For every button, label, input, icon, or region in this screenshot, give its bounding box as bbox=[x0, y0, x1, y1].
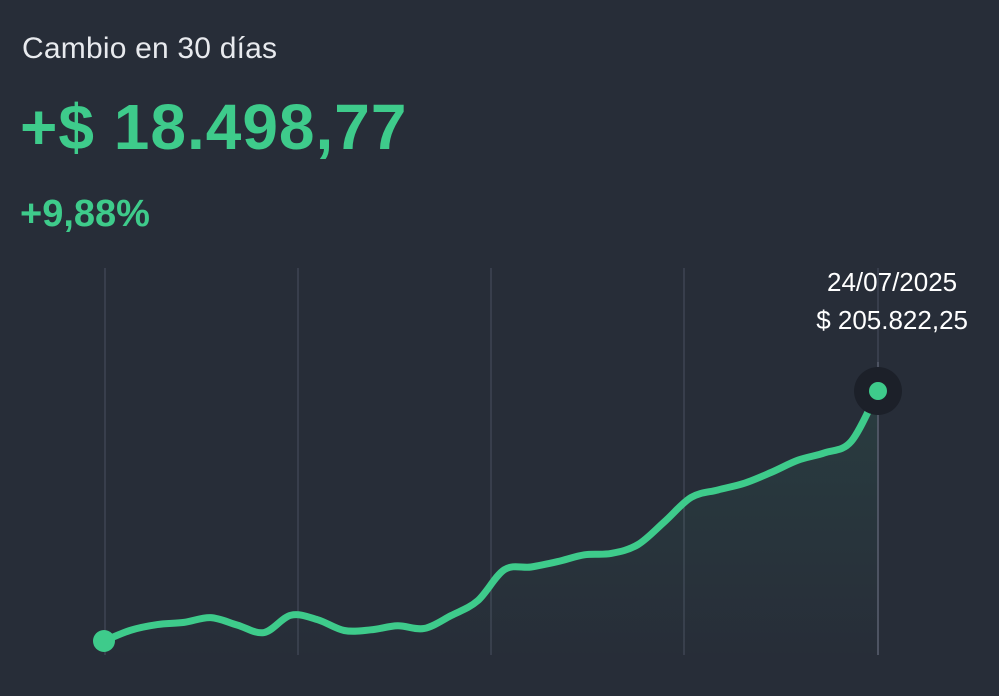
change-percent: +9,88% bbox=[20, 193, 150, 235]
tooltip-date: 24/07/2025 bbox=[827, 267, 958, 297]
tooltip-value: $ 205.822,25 bbox=[816, 305, 968, 335]
chart-end-point[interactable] bbox=[869, 382, 887, 400]
chart-series-line bbox=[100, 387, 882, 645]
chart-start-point bbox=[93, 630, 115, 652]
change-amount: +$ 18.498,77 bbox=[20, 91, 408, 163]
page-title: Cambio en 30 días bbox=[22, 32, 278, 65]
chart-tooltip: 24/07/2025 $ 205.822,25 bbox=[816, 263, 968, 339]
chart-area-fill bbox=[104, 391, 878, 660]
